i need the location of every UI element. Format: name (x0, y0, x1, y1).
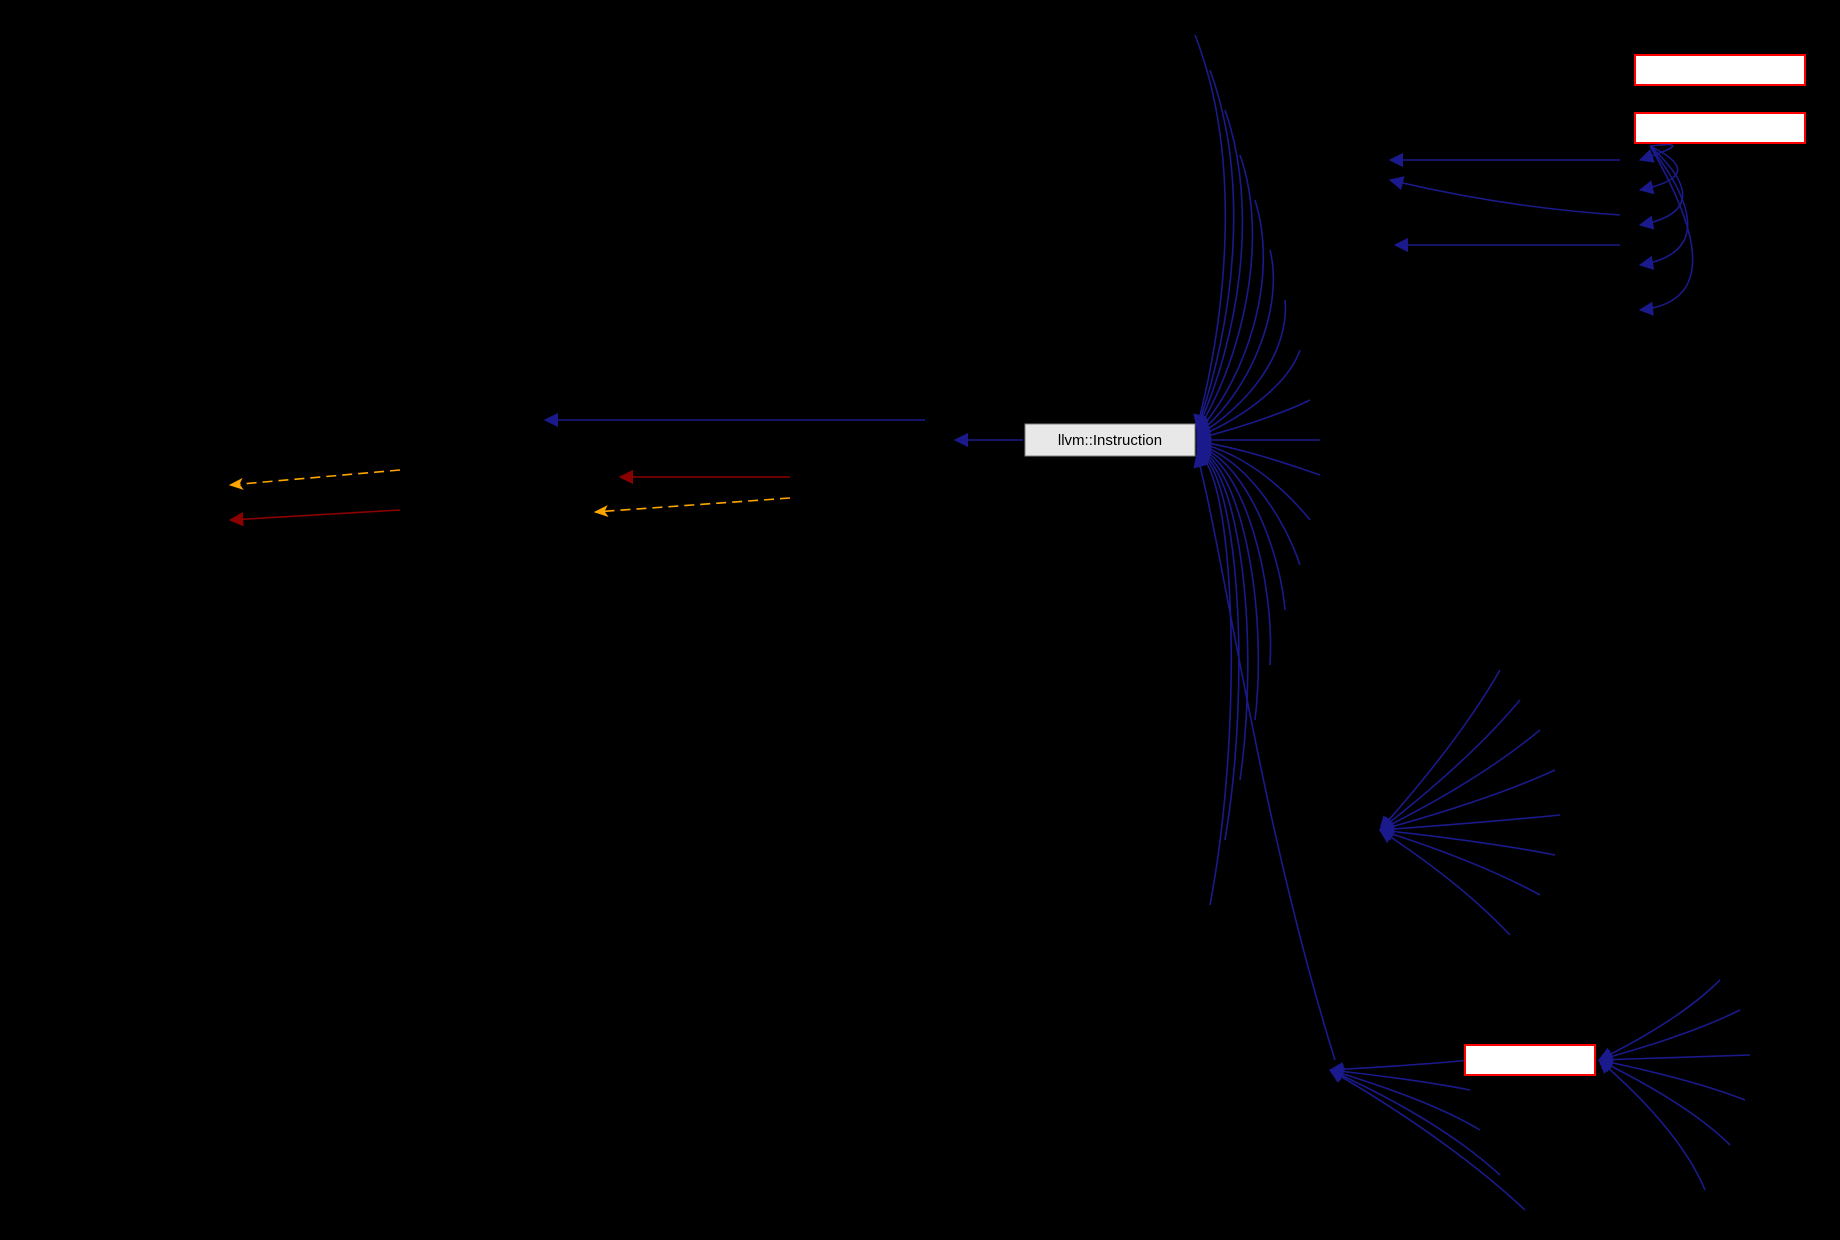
edge (1380, 830, 1510, 935)
edge (230, 510, 400, 520)
edge (595, 498, 790, 512)
edge (1380, 730, 1540, 830)
node-center[interactable]: llvm::Instruction (1025, 424, 1195, 456)
node-redB[interactable] (1635, 113, 1805, 143)
nodes-layer: llvm::Instruction (1025, 55, 1805, 1075)
edge (1197, 444, 1300, 565)
edge (1330, 1070, 1525, 1210)
edge (1330, 1060, 1470, 1070)
edge (1197, 70, 1234, 429)
node-redA[interactable] (1635, 55, 1805, 85)
edge (1599, 1055, 1750, 1060)
edge (1380, 670, 1500, 830)
node-label: llvm::Instruction (1058, 432, 1162, 449)
inheritance-diagram: llvm::Instruction (0, 0, 1840, 1240)
edge (1197, 452, 1239, 840)
edge (1197, 450, 1248, 780)
edge (1599, 1060, 1705, 1190)
node-redC[interactable] (1465, 1045, 1595, 1075)
edge (1197, 110, 1242, 430)
edge (1197, 454, 1335, 1060)
edge (1599, 1060, 1730, 1145)
edge (1390, 180, 1620, 215)
edge (1380, 830, 1555, 855)
edge (1599, 980, 1720, 1060)
edge (1640, 146, 1693, 310)
edges-layer (230, 35, 1750, 1210)
edge (230, 470, 400, 485)
edge (1197, 448, 1258, 720)
edge (1599, 1010, 1740, 1060)
edge (1380, 700, 1520, 830)
